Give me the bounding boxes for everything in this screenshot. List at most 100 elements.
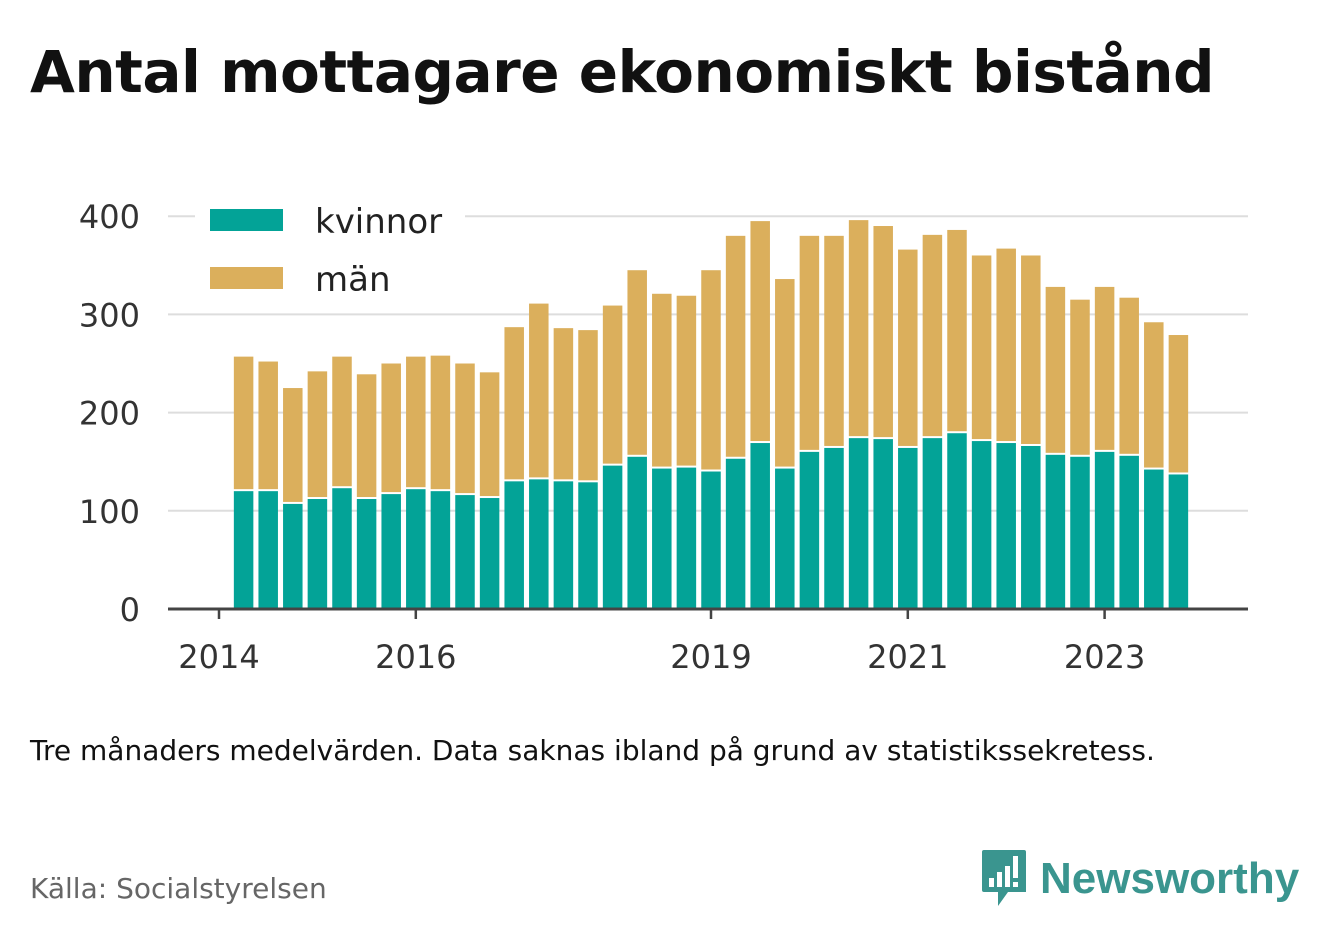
bar-män-17 bbox=[652, 293, 672, 467]
bar-män-8 bbox=[430, 355, 451, 490]
bar-män-5 bbox=[356, 374, 377, 498]
bar-män-1 bbox=[258, 361, 278, 490]
bar-män-30 bbox=[971, 255, 992, 440]
bar-kvinnor-22 bbox=[775, 468, 795, 609]
newsworthy-logo-icon bbox=[982, 850, 1026, 906]
brand-logo: Newsworthy bbox=[980, 848, 1299, 910]
bar-män-6 bbox=[381, 363, 401, 493]
bar-kvinnor-15 bbox=[602, 465, 623, 609]
bar-kvinnor-29 bbox=[947, 433, 967, 609]
legend-label-kvinnor: kvinnor bbox=[315, 202, 442, 242]
y-tick-label-400: 400 bbox=[79, 198, 140, 236]
legend-swatch-kvinnor bbox=[210, 209, 283, 231]
bar-kvinnor-12 bbox=[529, 479, 549, 609]
bar-män-13 bbox=[553, 328, 574, 480]
bar-kvinnor-34 bbox=[1070, 456, 1090, 609]
bar-kvinnor-28 bbox=[922, 438, 943, 609]
bar-män-20 bbox=[725, 235, 746, 457]
bar-män-19 bbox=[701, 270, 721, 470]
bar-män-7 bbox=[406, 356, 426, 488]
y-tick-label-0: 0 bbox=[120, 591, 140, 629]
bar-män-36 bbox=[1119, 297, 1139, 454]
bar-kvinnor-17 bbox=[652, 468, 672, 609]
y-tick-label-200: 200 bbox=[79, 395, 140, 433]
bar-kvinnor-9 bbox=[455, 495, 475, 609]
bar-kvinnor-16 bbox=[627, 456, 647, 609]
bar-kvinnor-8 bbox=[430, 491, 451, 609]
brand-name: Newsworthy bbox=[1040, 854, 1300, 903]
bar-kvinnor-10 bbox=[479, 498, 500, 609]
bar-män-10 bbox=[479, 372, 500, 497]
bar-kvinnor-35 bbox=[1094, 451, 1115, 609]
bar-män-34 bbox=[1070, 299, 1090, 455]
bar-kvinnor-37 bbox=[1144, 469, 1164, 609]
bar-män-25 bbox=[848, 220, 869, 437]
bar-män-29 bbox=[947, 229, 967, 432]
axes: 0 100 200 300 400 2014 2016 2019 2021 2023 bbox=[79, 198, 1248, 676]
bar-män-16 bbox=[627, 270, 647, 455]
bar-män-24 bbox=[824, 235, 844, 446]
bar-män-12 bbox=[529, 303, 549, 478]
chart-note: Tre månaders medelvärden. Data saknas ib… bbox=[30, 734, 1155, 767]
bar-kvinnor-31 bbox=[996, 443, 1016, 609]
bar-kvinnor-38 bbox=[1168, 474, 1189, 609]
bar-män-14 bbox=[578, 330, 598, 481]
bar-män-23 bbox=[799, 235, 820, 450]
bar-kvinnor-30 bbox=[971, 441, 992, 609]
bar-män-0 bbox=[233, 356, 254, 490]
bar-kvinnor-32 bbox=[1021, 445, 1041, 609]
legend-label-män: män bbox=[315, 260, 391, 300]
bar-kvinnor-25 bbox=[848, 438, 869, 609]
bar-män-37 bbox=[1144, 322, 1164, 468]
bar-kvinnor-33 bbox=[1045, 454, 1066, 609]
bar-kvinnor-20 bbox=[725, 458, 746, 609]
bar-kvinnor-27 bbox=[898, 447, 918, 609]
legend: kvinnor män bbox=[195, 195, 465, 305]
bar-män-22 bbox=[775, 279, 795, 467]
legend-swatch-män bbox=[210, 267, 283, 289]
bar-män-33 bbox=[1045, 286, 1066, 453]
bar-män-31 bbox=[996, 248, 1016, 442]
bar-män-11 bbox=[504, 327, 524, 480]
bar-kvinnor-1 bbox=[258, 491, 278, 609]
bar-kvinnor-0 bbox=[233, 491, 254, 609]
bar-kvinnor-36 bbox=[1119, 455, 1139, 609]
bar-kvinnor-5 bbox=[356, 499, 377, 609]
bar-män-26 bbox=[873, 226, 893, 438]
bar-män-3 bbox=[307, 371, 328, 498]
bar-män-4 bbox=[332, 356, 352, 487]
bars bbox=[233, 220, 1189, 609]
bar-män-21 bbox=[750, 221, 770, 442]
bar-män-35 bbox=[1094, 286, 1115, 450]
y-tick-label-100: 100 bbox=[79, 493, 140, 531]
bar-kvinnor-13 bbox=[553, 481, 574, 609]
bar-män-18 bbox=[676, 295, 697, 466]
bar-kvinnor-11 bbox=[504, 481, 524, 609]
chart-title: Antal mottagare ekonomiskt bistånd bbox=[30, 38, 1215, 106]
bar-kvinnor-4 bbox=[332, 488, 352, 609]
bar-kvinnor-14 bbox=[578, 482, 598, 609]
bar-kvinnor-23 bbox=[799, 451, 820, 609]
bar-kvinnor-18 bbox=[676, 467, 697, 609]
bar-män-9 bbox=[455, 363, 475, 494]
bar-män-2 bbox=[283, 388, 303, 502]
bar-män-32 bbox=[1021, 255, 1041, 444]
bar-kvinnor-6 bbox=[381, 494, 401, 609]
stacked-bar-chart: 0 100 200 300 400 2014 2016 2019 2021 2023 kvinno… bbox=[78, 195, 1248, 676]
x-tick-label-2014: 2014 bbox=[178, 638, 259, 676]
bar-män-15 bbox=[602, 305, 623, 464]
bar-kvinnor-19 bbox=[701, 471, 721, 609]
bar-män-28 bbox=[922, 234, 943, 437]
x-tick-label-2023: 2023 bbox=[1064, 638, 1145, 676]
bar-män-27 bbox=[898, 249, 918, 446]
bar-kvinnor-21 bbox=[750, 443, 770, 609]
x-tick-label-2016: 2016 bbox=[375, 638, 456, 676]
x-tick-label-2021: 2021 bbox=[867, 638, 948, 676]
source-text: Källa: Socialstyrelsen bbox=[30, 872, 327, 905]
bar-kvinnor-26 bbox=[873, 439, 893, 609]
x-tick-label-2019: 2019 bbox=[670, 638, 751, 676]
bar-kvinnor-2 bbox=[283, 503, 303, 609]
bar-kvinnor-24 bbox=[824, 447, 844, 609]
bar-kvinnor-7 bbox=[406, 489, 426, 609]
bar-män-38 bbox=[1168, 335, 1189, 473]
